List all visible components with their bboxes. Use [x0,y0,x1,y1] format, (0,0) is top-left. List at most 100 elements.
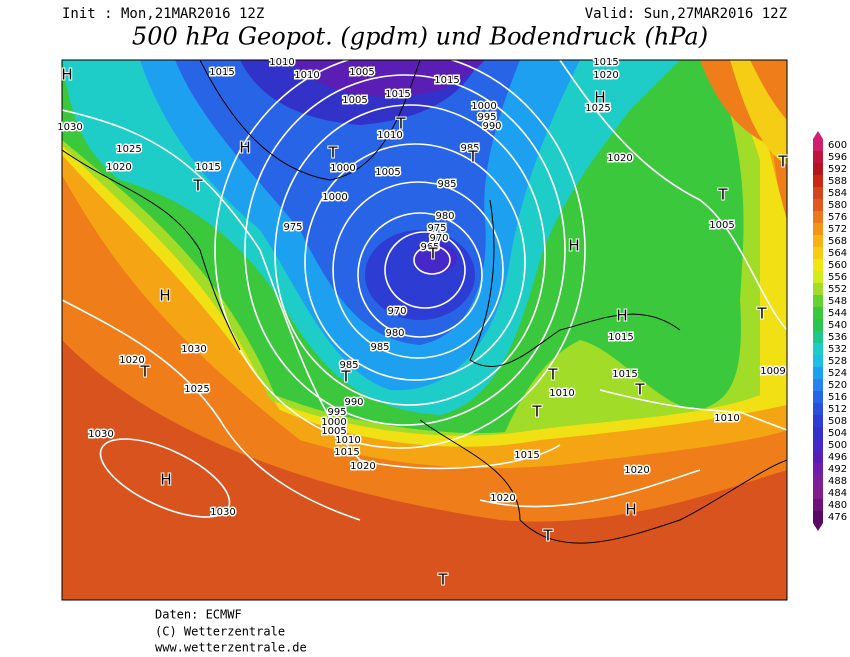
colorbar-band [813,499,823,511]
isobar-label: 1010 [377,130,402,141]
colorbar-label: 564 [828,248,847,259]
pressure-center: H [160,471,171,489]
colorbar-band [813,355,823,367]
isobar-label: 1000 [321,417,346,428]
pressure-center: H [625,501,636,519]
colorbar-band [813,379,823,391]
isobar-label: 990 [344,397,363,408]
colorbar-band [813,259,823,271]
isobar-label: 1020 [624,465,649,476]
map-frame [61,59,788,601]
pressure-center: T [395,115,406,133]
colorbar-band [813,223,823,235]
pressure-center: T [547,366,558,384]
colorbar-label: 560 [828,260,847,271]
colorbar-label: 528 [828,356,847,367]
isobar-label: 985 [370,342,389,353]
colorbar-label: 488 [828,476,847,487]
isobar-label: 1005 [321,426,346,437]
isobar-label: 1010 [294,70,319,81]
colorbar-band [813,307,823,319]
colorbar-label: 512 [828,404,847,415]
colorbar-label: 600 [828,140,847,151]
colorbar-band [813,367,823,379]
colorbar-band [813,187,823,199]
isobar-label: 1020 [350,461,375,472]
isobar-label: 970 [387,306,406,317]
map [62,60,787,600]
pressure-center: T [634,381,645,399]
colorbar-label: 540 [828,320,847,331]
colorbar-band [813,487,823,499]
website: www.wetterzentrale.de [155,641,307,655]
isobar-label: 1025 [184,384,209,395]
isobar-label: 1010 [549,388,574,399]
colorbar-band [813,331,823,343]
colorbar-label: 480 [828,500,847,511]
isobar-label: 1015 [334,447,359,458]
colorbar-label: 588 [828,176,847,187]
colorbar-label: 552 [828,284,847,295]
colorbar-label: 516 [828,392,847,403]
isobar-label: 1030 [181,344,206,355]
isobar-label: 1005 [709,220,734,231]
isobar-label: 995 [477,112,496,123]
isobar-label: 1020 [119,355,144,366]
pressure-center: T [756,305,767,323]
colorbar-band [813,211,823,223]
isobar-label: 985 [339,360,358,371]
isobars [62,60,787,521]
isobar-label: 1015 [385,89,410,100]
colorbar-label: 524 [828,368,847,379]
pressure-center: T [327,144,338,162]
colorbar-band [813,151,823,163]
colorbar-label: 496 [828,452,847,463]
isobar-label: 1030 [210,507,235,518]
isobar-label: 1015 [209,67,234,78]
isobar-label: 1025 [585,103,610,114]
isobar-label: 1015 [593,57,618,68]
colorbar-band [813,415,823,427]
pressure-center: T [717,186,728,204]
colorbar-label: 476 [828,512,847,523]
colorbar-band [813,451,823,463]
colorbar-label: 592 [828,164,847,175]
pressure-center: H [568,237,579,255]
map-title: 500 hPa Geopot. (gpdm) und Bodendruck (h… [132,23,708,51]
colorbar-label: 596 [828,152,847,163]
pressure-center: T [340,368,351,386]
pressure-center: T [467,148,478,166]
colorbar-label: 544 [828,308,847,319]
colorbar-label: 576 [828,212,847,223]
colorbar-label: 572 [828,224,847,235]
isobar-label: 985 [437,179,456,190]
colorbar-tip [813,523,823,531]
colorbar-band [813,511,823,523]
pressure-center: T [139,363,150,381]
isobar-label: 1010 [714,413,739,424]
isobar-label: 995 [327,407,346,418]
colorbar-band [813,271,823,283]
colorbar-band [813,475,823,487]
pressure-center: T [777,153,788,171]
colorbar-band [813,295,823,307]
colorbar-band [813,391,823,403]
colorbar-label: 556 [828,272,847,283]
colorbar-label: 584 [828,188,847,199]
colorbar: 6005965925885845805765725685645605565525… [813,131,847,531]
pressure-center: T [427,245,438,263]
valid-time: Valid: Sun,27MAR2016 12Z [585,6,787,22]
pressure-center: H [594,89,605,107]
colorbar-band [813,463,823,475]
isobar-label: 1015 [514,450,539,461]
colorbar-label: 536 [828,332,847,343]
init-time: Init : Mon,21MAR2016 12Z [62,6,264,22]
copyright: (C) Wetterzentrale [155,625,285,639]
colorbar-label: 580 [828,200,847,211]
pressure-center: T [437,571,448,589]
colorbar-band [813,175,823,187]
colorbar-label: 500 [828,440,847,451]
pressure-center: T [542,527,553,545]
